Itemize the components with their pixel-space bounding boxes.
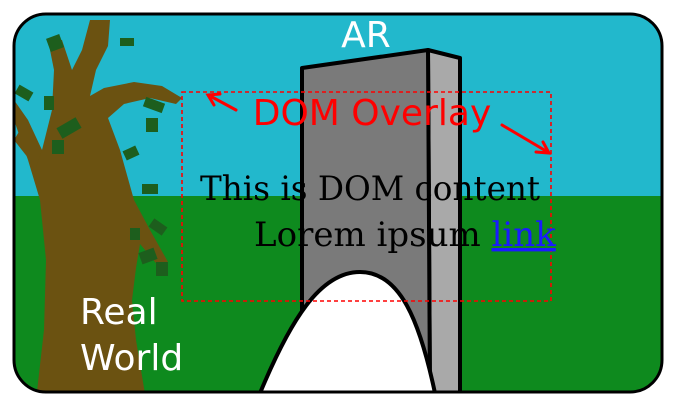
dom-content-line2: Lorem ipsum link [200,215,588,255]
dom-overlay-label: DOM Overlay [253,93,492,134]
arrow-right-head [534,140,552,155]
leaf [146,118,158,132]
tree [14,20,182,392]
leaf [142,184,158,194]
leaf [120,38,134,46]
leaf [46,34,64,52]
lorem-ipsum-text: Lorem ipsum [254,215,492,255]
leaf [56,117,82,139]
leaf [138,247,158,265]
overlay-arrows [205,92,552,155]
arrow-right-line [500,123,548,153]
leaves [14,34,168,276]
leaf [122,145,140,161]
real-world-label-line1: Real [80,292,158,333]
tree-trunk [14,20,182,392]
leaf [44,96,54,110]
arrow-left-line [210,95,238,112]
real-world-label-line2: World [80,338,183,379]
leaf [14,84,34,102]
dom-content-link[interactable]: link [492,215,557,255]
dom-overlay-box [181,91,552,302]
tree-branch-left [14,130,42,168]
leaf [142,96,166,114]
leaf [52,140,64,154]
leaf [156,262,168,276]
arrow-left-head [205,92,222,107]
archway-opening [256,270,438,392]
dom-content-line1: This is DOM content [200,169,540,209]
ar-frame-outline [12,12,664,394]
leaf [130,228,140,240]
ar-label: AR [341,15,391,56]
leaf [148,218,168,236]
